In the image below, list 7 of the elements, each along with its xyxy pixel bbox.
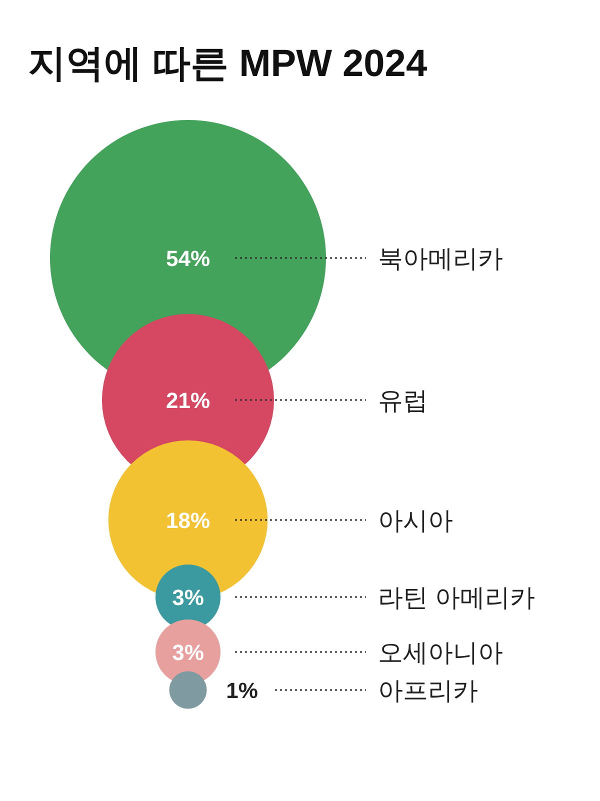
text: 지역에 따른 MPW 2024 [28,43,428,85]
category-label: 아시아 [378,507,453,535]
category-label: 오세아니아 [378,639,503,667]
category-label: 아프리카 [378,677,478,705]
category-label: 유럽 [378,387,428,415]
category-label: 라틴 아메리카 [378,584,535,612]
category-label: 북아메리카 [378,245,503,273]
